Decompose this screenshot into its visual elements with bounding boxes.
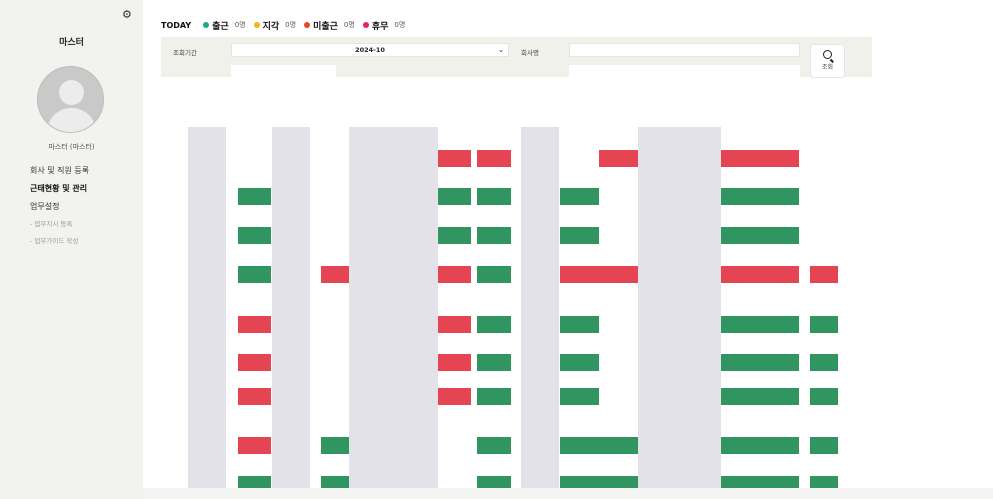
chevron-down-icon: ⌄	[498, 46, 504, 54]
sidebar-menu: 회사 및 직원 등록 근태현황 및 관리 업무설정 - 업무지시 등록 - 업무…	[30, 166, 89, 254]
table-cell	[810, 316, 838, 333]
table-cell	[760, 437, 799, 454]
table-cell	[760, 388, 799, 405]
table-cell	[560, 188, 599, 205]
table-cell	[238, 188, 271, 205]
table-cell	[599, 150, 638, 167]
table-cell	[321, 437, 349, 454]
menu-item-company-staff[interactable]: 회사 및 직원 등록	[30, 166, 90, 175]
table-cell	[560, 354, 599, 371]
table-cell	[560, 437, 599, 454]
table-cell	[599, 437, 638, 454]
attendance-table	[166, 82, 866, 493]
table-cell	[721, 388, 760, 405]
table-cell	[477, 437, 511, 454]
main-content: TODAY 출근 0명 지각 0명 미출근 0명 휴무 0명 조회기간 2024…	[143, 0, 993, 499]
search-icon	[823, 50, 832, 59]
table-cell	[599, 266, 638, 283]
today-summary: TODAY 출근 0명 지각 0명 미출근 0명 휴무 0명	[161, 19, 413, 32]
stat-dayoff: 휴무 0명	[362, 19, 405, 32]
table-cell	[321, 266, 349, 283]
table-cell	[810, 354, 838, 371]
table-cell	[238, 227, 271, 244]
table-cell	[238, 388, 271, 405]
table-cell	[477, 388, 511, 405]
table-cell	[438, 227, 471, 244]
table-cell	[438, 354, 471, 371]
period-label: 조회기간	[173, 49, 197, 57]
search-button[interactable]: 조회	[810, 44, 845, 78]
table-cell	[238, 266, 271, 283]
table-cell	[721, 188, 760, 205]
secondary-input[interactable]	[569, 65, 800, 77]
table-cell	[521, 127, 559, 488]
table-cell	[477, 227, 511, 244]
status-dot-icon	[362, 22, 369, 28]
table-cell	[438, 388, 471, 405]
secondary-select[interactable]	[231, 65, 336, 77]
table-cell	[721, 437, 760, 454]
menu-item-attendance[interactable]: 근태현황 및 관리	[30, 184, 88, 193]
menu-item-work-settings[interactable]: 업무설정	[30, 202, 60, 211]
today-label: TODAY	[161, 20, 192, 30]
table-cell	[560, 316, 599, 333]
table-cell	[760, 354, 799, 371]
stat-checkin: 출근 0명	[203, 19, 246, 32]
table-cell	[810, 266, 838, 283]
sidebar: ⚙ 마스터 마스터 (마스터) 회사 및 직원 등록 근태현황 및 관리 업무설…	[0, 0, 143, 499]
table-cell	[272, 127, 310, 488]
table-cell	[560, 266, 599, 283]
table-cell	[721, 354, 760, 371]
table-cell	[560, 227, 599, 244]
table-cell	[438, 266, 471, 283]
table-cell	[721, 227, 760, 244]
table-cell	[638, 127, 721, 488]
status-dot-icon	[253, 22, 260, 28]
submenu-item-task-order[interactable]: - 업무지시 등록	[30, 220, 73, 228]
company-input[interactable]	[569, 43, 800, 57]
footer-strip	[143, 488, 993, 499]
table-cell	[238, 354, 271, 371]
table-cell	[721, 316, 760, 333]
table-cell	[238, 316, 271, 333]
status-dot-icon	[203, 22, 210, 28]
company-name: 마스터	[59, 38, 84, 48]
table-cell	[238, 437, 271, 454]
table-cell	[760, 227, 799, 244]
table-cell	[560, 388, 599, 405]
table-cell	[188, 127, 226, 488]
table-cell	[760, 150, 799, 167]
filter-panel: 조회기간 2024-10 ⌄ 회사명 조회	[161, 37, 872, 78]
table-cell	[810, 437, 838, 454]
table-cell	[349, 127, 438, 488]
table-cell	[477, 316, 511, 333]
table-cell	[477, 150, 511, 167]
table-cell	[477, 266, 511, 283]
company-label: 회사명	[521, 49, 539, 57]
table-cell	[477, 354, 511, 371]
period-select[interactable]: 2024-10 ⌄	[231, 43, 509, 57]
table-cell	[760, 188, 799, 205]
table-cell	[438, 188, 471, 205]
table-cell	[438, 316, 471, 333]
table-cell	[721, 266, 760, 283]
table-cell	[438, 150, 471, 167]
gear-icon[interactable]: ⚙	[122, 8, 132, 21]
avatar	[37, 66, 104, 133]
user-name: 마스터 (마스터)	[48, 143, 95, 151]
submenu-item-task-guide[interactable]: - 업무가이드 작성	[30, 237, 79, 245]
status-dot-icon	[304, 22, 311, 28]
table-cell	[760, 316, 799, 333]
table-cell	[810, 388, 838, 405]
table-cell	[477, 188, 511, 205]
table-cell	[721, 150, 760, 167]
table-cell	[760, 266, 799, 283]
stat-late: 지각 0명	[253, 19, 296, 32]
stat-absent: 미출근 0명	[304, 19, 355, 32]
